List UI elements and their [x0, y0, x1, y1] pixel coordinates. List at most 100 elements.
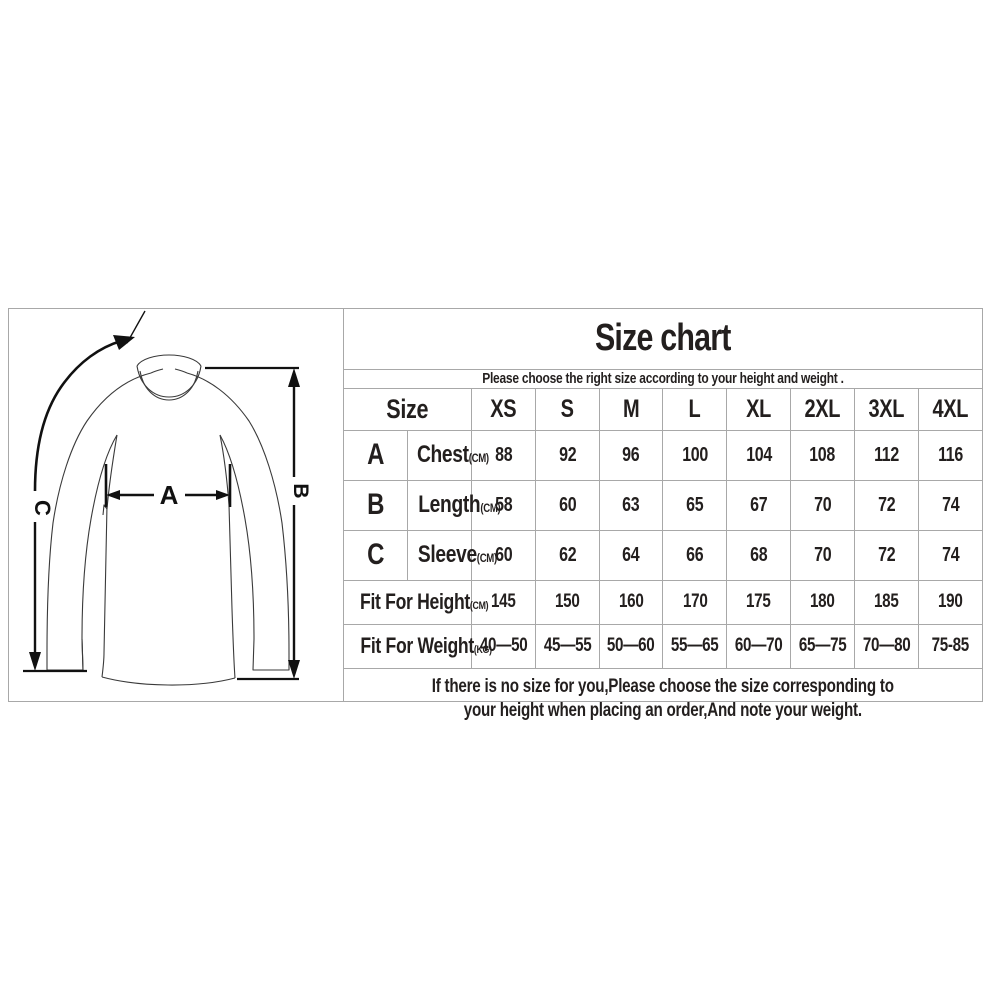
garment-diagram: A B [23, 310, 312, 686]
size-column-label: XL [746, 394, 772, 423]
size-column-s: S [534, 387, 600, 431]
fit-label-text: Fit For Height [360, 589, 470, 614]
footer-line-2-text: your height when placing an order,And no… [463, 700, 863, 722]
size-column-xl: XL [726, 387, 792, 431]
cell-value: 60 [558, 493, 576, 516]
table-cell: 96 [598, 429, 664, 481]
measure-c-annotation: C [23, 310, 146, 673]
fit-unit-text: (KG) [473, 644, 492, 656]
measure-b-annotation: B [205, 366, 312, 681]
table-cell: 74 [917, 529, 982, 581]
measure-unit-text: (CM) [469, 451, 490, 465]
measure-letter: A [367, 438, 385, 471]
table-cell: 40—50 [471, 623, 536, 669]
table-cell: 67 [726, 479, 792, 531]
cell-value: 170 [682, 591, 708, 612]
cell-value: 62 [558, 543, 576, 566]
table-cell: 58 [471, 479, 536, 531]
table-cell: 68 [726, 529, 792, 581]
table-cell: 190 [917, 579, 982, 625]
table-cell: 63 [598, 479, 664, 531]
cell-value: 104 [745, 443, 772, 466]
measure-label-wrap: Sleeve(CM) [418, 541, 497, 569]
size-column-xs: XS [471, 387, 536, 431]
shirt-outline-icon [46, 368, 290, 686]
cell-value: 58 [494, 493, 513, 516]
cell-value: 175 [746, 591, 771, 612]
cell-value: 68 [750, 543, 768, 566]
fit-label-wrap: Fit For Weight(KG) [360, 633, 492, 659]
table-cell: 50—60 [598, 623, 664, 669]
table-cell: 160 [598, 579, 664, 625]
size-table: Size chart Please choose the right size … [344, 309, 982, 730]
size-column-label: XS [490, 394, 517, 423]
size-column-label: 3XL [868, 394, 905, 423]
cell-value: 185 [874, 591, 899, 612]
cell-value: 70—80 [862, 635, 911, 656]
cell-value: 63 [622, 493, 640, 516]
cell-value: 112 [873, 443, 899, 466]
size-column-label: L [688, 394, 701, 423]
table-cell: 62 [534, 529, 600, 581]
table-cell: 60 [534, 479, 600, 531]
table-cell: 55—65 [662, 623, 728, 669]
table-row-title: Size chart [344, 309, 982, 370]
garment-diagram-panel: A B [9, 309, 344, 701]
page-title: Size chart [595, 317, 731, 360]
table-cell: 175 [726, 579, 792, 625]
table-cell: 104 [726, 429, 792, 481]
size-column-4xl: 4XL [917, 387, 982, 431]
size-header-label: Size [386, 393, 429, 424]
cell-value: 100 [682, 443, 708, 466]
footer-note-line-1: If there is no size for you,Please choos… [344, 675, 982, 699]
footer-note: If there is no size for you,Please choos… [344, 667, 982, 730]
table-row: Fit For Height(CM) 145 150 160 170 175 1… [344, 579, 982, 625]
table-cell: 75-85 [917, 623, 982, 669]
cell-value: 96 [622, 443, 640, 466]
cell-value: 70 [813, 493, 832, 516]
table-row: C Sleeve(CM) 60 62 64 66 68 [344, 529, 982, 581]
measure-b-up-arrowhead [288, 368, 300, 387]
measure-b-down-arrowhead [288, 660, 300, 679]
cell-value: 60 [494, 543, 513, 566]
cell-value: 116 [937, 443, 963, 466]
cell-value: 45—55 [543, 635, 592, 656]
neckline-collar-icon [136, 354, 202, 401]
fit-label-wrap: Fit For Height(CM) [360, 589, 489, 615]
cell-value: 64 [622, 543, 640, 566]
cell-value: 92 [558, 443, 576, 466]
table-row: Fit For Weight(KG) 40—50 45—55 50—60 55—… [344, 623, 982, 669]
measure-label-text: Chest [417, 441, 470, 468]
table-cell: 180 [790, 579, 855, 625]
measure-a-label: A [160, 480, 179, 510]
size-column-l: L [662, 387, 728, 431]
table-cell: 70—80 [853, 623, 919, 669]
fit-label-height: Fit For Height(CM) [344, 579, 489, 625]
size-column-3xl: 3XL [853, 387, 919, 431]
size-column-label: M [622, 394, 640, 423]
size-column-2xl: 2XL [790, 387, 855, 431]
footer-note-line-2: your height when placing an order,And no… [344, 699, 982, 723]
footer-note-text: If there is no size for you,Please choos… [344, 675, 982, 724]
cell-value: 74 [941, 493, 959, 516]
cell-value: 67 [750, 493, 768, 516]
measure-c-curved-shaft [33, 339, 122, 492]
measure-letter: B [367, 488, 385, 521]
cell-value: 88 [494, 443, 513, 466]
table-cell: 70 [790, 479, 855, 531]
measure-c-label: C [30, 500, 55, 516]
measure-c-pointer-line [126, 310, 146, 344]
cell-value: 65—75 [798, 635, 847, 656]
cell-value: 75-85 [931, 635, 970, 656]
cell-value: 50—60 [607, 635, 655, 656]
measure-unit-text: (CM) [477, 551, 498, 565]
table-row-size-header: Size XS S M L XL [344, 387, 982, 431]
table-cell: 70 [790, 529, 855, 581]
cell-value: 55—65 [671, 635, 719, 656]
chart-title-cell: Size chart [344, 309, 982, 370]
chart-subtitle: Please choose the right size according t… [482, 369, 844, 387]
measure-letter-c: C [344, 529, 409, 581]
size-table-panel: Size chart Please choose the right size … [344, 309, 982, 730]
measure-letter-a: A [344, 429, 409, 481]
measure-label-length: Length(CM) [407, 479, 501, 531]
